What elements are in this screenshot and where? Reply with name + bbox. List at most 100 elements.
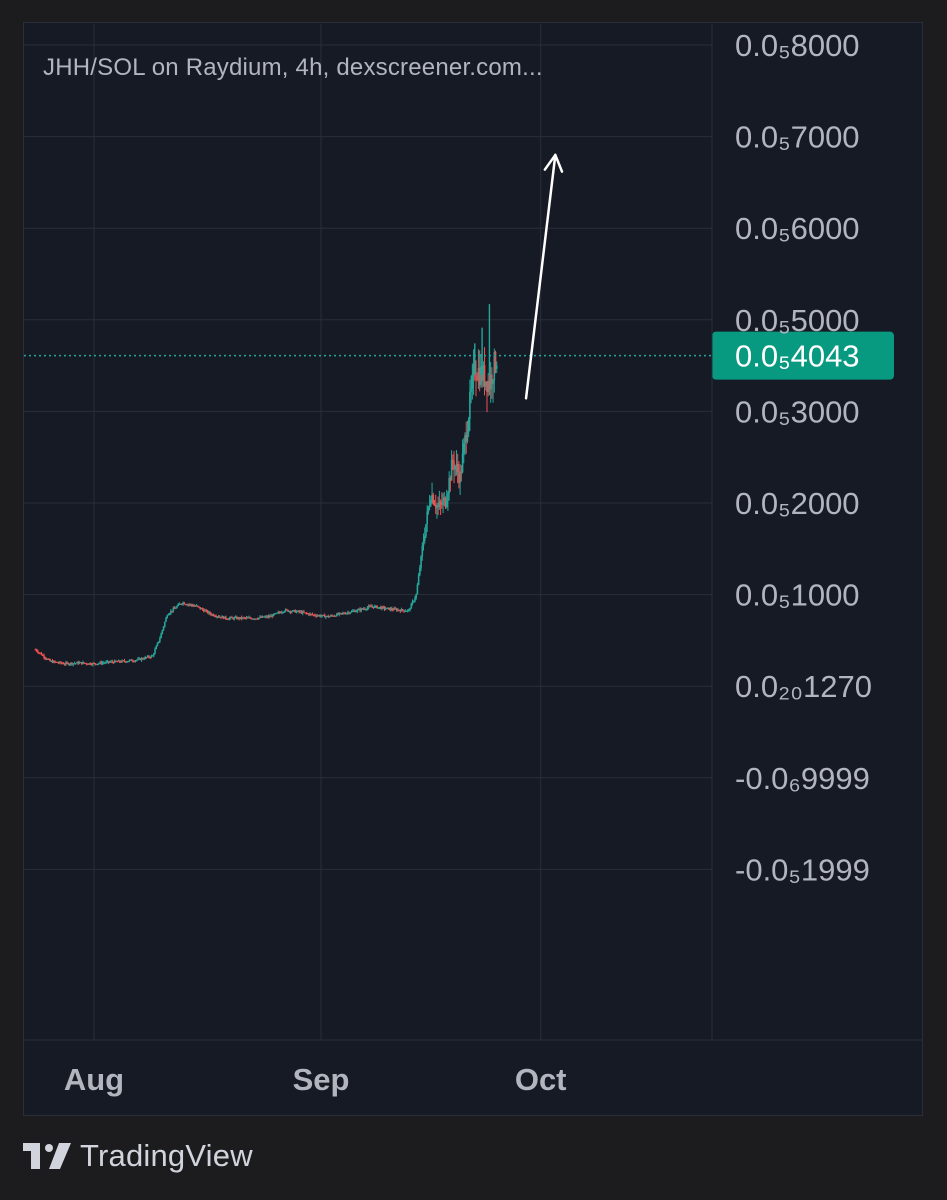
candle-body	[312, 614, 315, 616]
candle-body	[373, 606, 376, 608]
candle-body	[439, 502, 442, 504]
candle-body	[406, 609, 409, 611]
candle-body	[370, 606, 372, 608]
candle-body	[436, 505, 438, 508]
candle-body	[489, 374, 492, 390]
candle-body	[393, 608, 396, 610]
candle-body	[475, 375, 477, 379]
candle-body	[375, 605, 377, 607]
candle-body	[371, 606, 374, 608]
candle-body	[421, 545, 424, 557]
candle-body	[486, 381, 488, 392]
candle-body	[471, 374, 474, 389]
candle-body	[43, 655, 45, 658]
candle-body	[194, 605, 197, 607]
candle-body	[317, 615, 320, 617]
candle-body	[355, 611, 358, 613]
candle-body	[477, 367, 480, 380]
candle-body	[178, 603, 181, 605]
candle-body	[185, 604, 188, 606]
axes: 0.0₅8000 0.0₅7000 0.0₅6000 0.0₅5000 0.0₅3000…	[24, 24, 922, 1097]
candle-body	[232, 617, 234, 620]
candle-body	[87, 663, 89, 665]
candle-body	[154, 649, 156, 654]
candle-body	[493, 351, 496, 381]
candle-body	[95, 663, 98, 665]
candle-body	[222, 616, 225, 619]
candle-body	[343, 613, 345, 615]
candle-body	[139, 658, 142, 661]
candle-body	[246, 617, 249, 619]
candle-body	[129, 659, 132, 661]
candle-body	[79, 662, 82, 664]
candle-body	[434, 505, 437, 508]
candle-body	[476, 378, 479, 380]
candle-body	[248, 617, 250, 619]
candle-body	[299, 611, 302, 613]
candle-body	[45, 658, 48, 660]
candle-body	[172, 608, 175, 612]
candle-body	[356, 609, 359, 612]
candle-body	[88, 663, 90, 665]
candle-body	[167, 614, 170, 616]
candle-body	[311, 614, 314, 616]
candle-body	[449, 477, 452, 481]
candle-body	[315, 615, 317, 617]
candle-body	[212, 614, 215, 616]
candle-body	[131, 659, 133, 662]
candle-body	[149, 657, 151, 659]
candle-body	[410, 603, 413, 609]
candle-body	[360, 608, 363, 611]
chart-grid	[24, 24, 712, 1040]
candle-body	[487, 380, 489, 392]
candle-body	[331, 615, 333, 617]
candle-body	[423, 536, 426, 542]
candle-body	[65, 662, 67, 665]
candle-body	[338, 613, 341, 615]
candle-body	[200, 608, 203, 610]
candle-body	[39, 652, 42, 654]
candle-body	[203, 609, 205, 612]
candle-body	[94, 663, 97, 665]
candle-body	[328, 616, 331, 618]
candle-body	[207, 611, 210, 613]
candle-body	[495, 365, 498, 369]
candle-body	[401, 609, 404, 611]
candle-body	[218, 616, 221, 618]
candle-body	[115, 660, 117, 662]
candle-body	[276, 612, 278, 614]
candle-body	[408, 609, 410, 611]
candle-body	[101, 662, 104, 664]
candle-body	[134, 660, 137, 662]
candle-body	[325, 616, 327, 618]
candle-body	[61, 663, 64, 665]
candle-body	[491, 374, 493, 384]
candle-body	[195, 605, 198, 607]
candle-body	[98, 663, 100, 665]
candle-body	[112, 662, 115, 664]
candle-body	[90, 664, 93, 666]
candle-body	[160, 633, 162, 639]
candle-body	[454, 466, 457, 470]
candle-body	[104, 662, 106, 664]
current-price-badge	[712, 331, 894, 380]
tradingview-branding[interactable]: TradingView	[23, 1138, 253, 1174]
candle-body	[135, 659, 138, 661]
candle-body	[267, 616, 270, 618]
candle-body	[376, 605, 378, 609]
candle-body	[390, 608, 393, 610]
chart-panel[interactable]	[23, 22, 923, 1116]
y-tick-label: 0.0₅3000	[735, 394, 860, 429]
candle-body	[117, 660, 120, 662]
y-tick-label: 0.0₅8000	[735, 28, 860, 63]
candle-body	[70, 662, 72, 665]
candle-body	[398, 609, 400, 611]
tradingview-wordmark: TradingView	[80, 1138, 253, 1173]
x-tick-label: Sep	[293, 1062, 350, 1097]
candle-body	[71, 662, 73, 665]
candle-body	[157, 641, 160, 643]
candle-body	[304, 612, 306, 614]
candle-body	[472, 364, 475, 375]
candle-body	[295, 611, 298, 613]
